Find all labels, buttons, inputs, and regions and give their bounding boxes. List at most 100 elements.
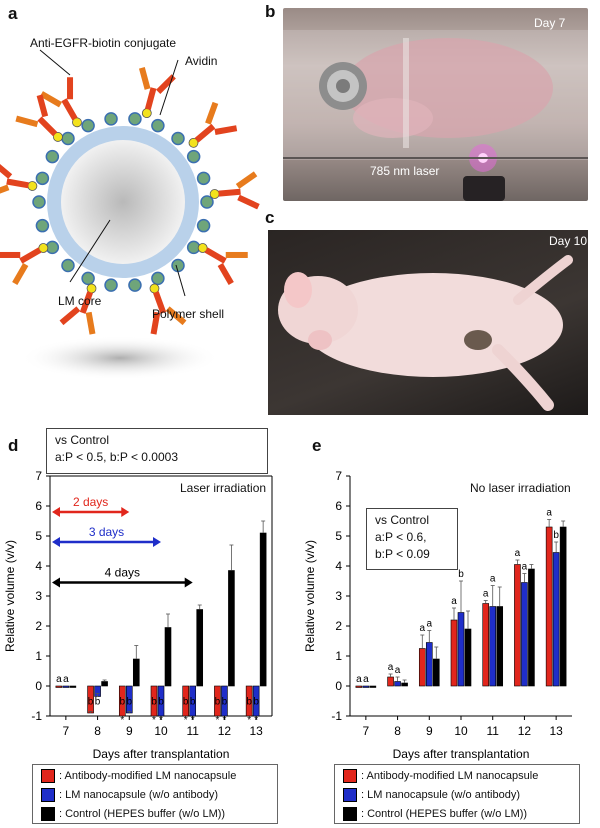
antibody-icon bbox=[188, 101, 238, 148]
bar bbox=[418, 648, 426, 687]
bar bbox=[157, 685, 165, 717]
y-tick-label: 4 bbox=[335, 559, 342, 573]
antibody-icon bbox=[197, 243, 248, 286]
bar bbox=[62, 685, 70, 688]
avidin-icon bbox=[196, 171, 211, 186]
avidin-icon bbox=[104, 112, 118, 126]
avidin-icon bbox=[186, 149, 201, 164]
x-tick-label: 13 bbox=[549, 724, 563, 738]
x-tick-label: 9 bbox=[426, 724, 433, 738]
significance-label: b bbox=[246, 697, 252, 708]
legend-item: : LM nanocapsule (w/o antibody) bbox=[335, 785, 579, 804]
legend-swatch bbox=[343, 768, 357, 783]
y-tick-label: 6 bbox=[335, 499, 342, 513]
x-tick-label: 7 bbox=[63, 724, 70, 738]
significance-label: b bbox=[458, 569, 464, 580]
y-tick-label: 1 bbox=[335, 649, 342, 663]
antibody-icon bbox=[15, 94, 63, 142]
bar bbox=[552, 552, 560, 687]
bar bbox=[528, 568, 535, 687]
bar bbox=[387, 676, 394, 687]
no-laser-label: No laser irradiation bbox=[470, 481, 571, 495]
legend-e: : Antibody-modified LM nanocapsule : LM … bbox=[334, 764, 580, 824]
bar bbox=[425, 642, 433, 687]
antibody-conjugates bbox=[0, 67, 260, 335]
avidin-icon bbox=[151, 118, 165, 133]
legend-item: : Antibody-modified LM nanocapsule bbox=[33, 766, 277, 785]
y-tick-label: 1 bbox=[35, 649, 42, 663]
asterisk-label: * bbox=[254, 715, 258, 726]
avidin-icon bbox=[128, 112, 142, 126]
y-tick-label: 0 bbox=[335, 679, 342, 693]
avidin-icon bbox=[35, 171, 50, 186]
bar bbox=[394, 681, 401, 687]
panel-a-label: a bbox=[8, 4, 18, 23]
bar bbox=[101, 681, 108, 687]
panel-c-label: c bbox=[265, 208, 275, 227]
bar bbox=[55, 685, 63, 688]
y-tick-label: 2 bbox=[335, 619, 342, 633]
panel-e-label: e bbox=[312, 436, 322, 455]
antibody-icon bbox=[39, 77, 82, 128]
y-tick-label: 4 bbox=[35, 559, 42, 573]
y-tick-label: 7 bbox=[35, 470, 42, 483]
stats-box-e: vs Control a:P < 0.6, b:P < 0.09 bbox=[366, 508, 458, 570]
bar bbox=[559, 526, 567, 687]
legend-item: : Control (HEPES buffer (w/o LM)) bbox=[335, 804, 579, 823]
significance-label: b bbox=[215, 697, 221, 708]
y-tick-label: 6 bbox=[35, 499, 42, 513]
bar bbox=[228, 570, 235, 687]
significance-label: b bbox=[222, 697, 228, 708]
significance-label: b bbox=[88, 697, 94, 708]
bar bbox=[545, 526, 553, 687]
mouse-photo bbox=[268, 230, 588, 415]
bar bbox=[164, 627, 172, 687]
mouse-laser-photo bbox=[283, 8, 588, 201]
asterisk-label: * bbox=[247, 715, 251, 726]
bar bbox=[401, 682, 408, 687]
significance-label: a bbox=[483, 589, 489, 600]
y-tick-label: -1 bbox=[331, 709, 342, 723]
duration-label: 4 days bbox=[105, 566, 140, 580]
stats-line1-e: a:P < 0.6, bbox=[375, 530, 427, 544]
bar bbox=[189, 685, 197, 717]
duration-label: 3 days bbox=[89, 525, 124, 539]
arrow-head bbox=[52, 507, 60, 517]
significance-label: b bbox=[183, 697, 189, 708]
avidin-icon bbox=[171, 258, 185, 273]
avidin-icon bbox=[171, 131, 185, 146]
panel-b-label: b bbox=[265, 2, 276, 21]
x-tick-label: 9 bbox=[126, 724, 133, 738]
bar bbox=[521, 582, 528, 687]
bar bbox=[496, 606, 504, 687]
bar bbox=[482, 603, 490, 687]
asterisk-label: * bbox=[184, 715, 188, 726]
bar bbox=[432, 658, 440, 687]
bar bbox=[182, 685, 190, 717]
stats-box-d: vs Control a:P < 0.5, b:P < 0.0003 bbox=[46, 428, 268, 474]
significance-label: a bbox=[56, 674, 62, 685]
bar bbox=[489, 606, 497, 687]
asterisk-label: * bbox=[222, 715, 226, 726]
arrow-head bbox=[52, 577, 60, 588]
x-tick-label: 12 bbox=[218, 724, 232, 738]
significance-label: b bbox=[127, 697, 133, 708]
x-tick-label: 11 bbox=[186, 724, 199, 738]
bar bbox=[118, 685, 126, 717]
significance-label: b bbox=[253, 697, 259, 708]
bar bbox=[150, 685, 158, 717]
shell-label: Polymer shell bbox=[152, 307, 225, 321]
significance-label: a bbox=[395, 665, 401, 676]
legend-swatch bbox=[343, 806, 357, 821]
bar bbox=[355, 685, 363, 688]
avidin-icon bbox=[32, 195, 46, 209]
significance-label: a bbox=[515, 548, 521, 559]
x-tick-label: 10 bbox=[454, 724, 468, 738]
lm-core bbox=[61, 140, 185, 264]
avidin-icon bbox=[128, 278, 142, 292]
laser-irradiation-label: Laser irradiation bbox=[180, 481, 267, 495]
arrow-head bbox=[52, 537, 60, 547]
significance-label: b bbox=[120, 697, 126, 708]
